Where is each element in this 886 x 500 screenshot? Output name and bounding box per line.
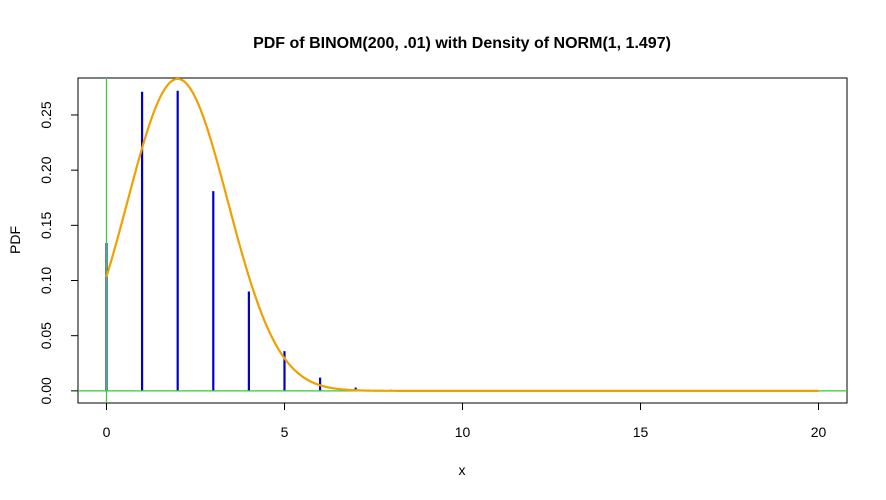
chart-title: PDF of BINOM(200, .01) with Density of N…: [253, 35, 671, 52]
x-tick-label: 5: [281, 424, 289, 440]
x-tick-label: 15: [633, 424, 649, 440]
y-tick-label: 0.20: [38, 156, 54, 183]
plot-frame: [77, 77, 848, 404]
x-axis: 0 5 10 15 20: [103, 403, 827, 440]
x-tick-label: 0: [103, 424, 111, 440]
y-tick-label: 0.15: [38, 211, 54, 238]
x-tick-label: 20: [811, 424, 827, 440]
y-tick-label: 0.25: [38, 101, 54, 128]
x-axis-label: x: [459, 462, 466, 478]
plot-marks: [78, 77, 847, 403]
y-axis: 0.00 0.05 0.10 0.15 0.20 0.25: [38, 101, 78, 404]
x-tick-label: 10: [455, 424, 471, 440]
y-axis-label: PDF: [7, 226, 23, 254]
y-tick-label: 0.00: [38, 377, 54, 404]
y-tick-label: 0.10: [38, 267, 54, 294]
normal-density-curve: [105, 77, 819, 392]
y-tick-label: 0.05: [38, 322, 54, 349]
